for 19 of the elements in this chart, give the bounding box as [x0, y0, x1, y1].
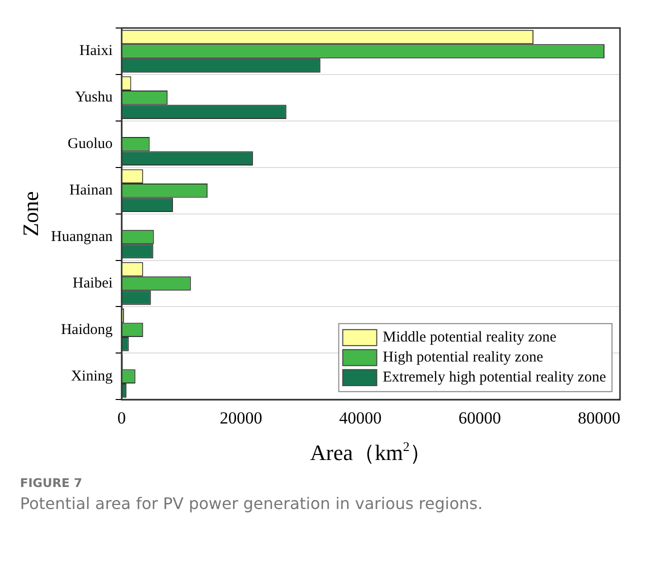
y-tick-label: Haibei	[72, 275, 113, 292]
x-tick-label: 40000	[339, 408, 382, 428]
legend-label: High potential reality zone	[382, 350, 544, 366]
y-tick-label: Hainan	[69, 182, 114, 199]
x-tick-label: 20000	[220, 408, 262, 428]
x-tick-label: 0	[117, 408, 126, 428]
x-tick-label: 80000	[578, 408, 620, 428]
y-tick-label: Yushu	[75, 90, 114, 106]
text: Potential area for PV power generation in various regions.	[20, 494, 484, 513]
y-axis-title: Zone	[18, 191, 43, 236]
legend-label: Extremely high potential reality zone	[382, 370, 606, 386]
caption: FIGURE 7	[20, 476, 84, 490]
y-tick-label: Guoluo	[68, 136, 113, 152]
y-tick-label: Xining	[70, 368, 114, 384]
x-tick-label: 60000	[458, 408, 501, 428]
y-tick-label: Haidong	[60, 322, 114, 338]
legend-label: Middle potential reality zone	[382, 330, 557, 346]
y-tick-label: Huangnan	[50, 228, 114, 245]
y-tick-label: Haixi	[79, 43, 113, 60]
